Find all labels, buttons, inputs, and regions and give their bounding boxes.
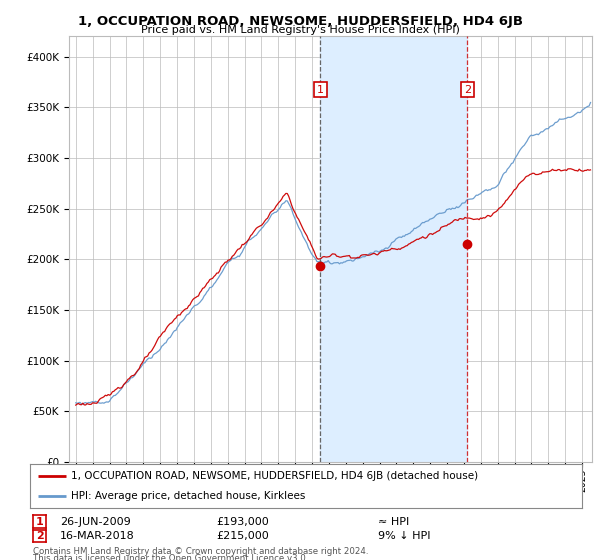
Text: Price paid vs. HM Land Registry's House Price Index (HPI): Price paid vs. HM Land Registry's House … [140,25,460,35]
Text: 1: 1 [36,517,43,526]
Text: 26-JUN-2009: 26-JUN-2009 [60,517,131,526]
Text: 1: 1 [317,85,324,95]
Text: HPI: Average price, detached house, Kirklees: HPI: Average price, detached house, Kirk… [71,491,306,501]
Text: 2: 2 [36,531,43,541]
Text: Contains HM Land Registry data © Crown copyright and database right 2024.: Contains HM Land Registry data © Crown c… [33,547,368,556]
Text: This data is licensed under the Open Government Licence v3.0.: This data is licensed under the Open Gov… [33,554,308,560]
Text: 9% ↓ HPI: 9% ↓ HPI [378,531,431,541]
Bar [320,36,467,462]
Text: 1, OCCUPATION ROAD, NEWSOME, HUDDERSFIELD, HD4 6JB: 1, OCCUPATION ROAD, NEWSOME, HUDDERSFIEL… [77,15,523,27]
Text: 1, OCCUPATION ROAD, NEWSOME, HUDDERSFIELD, HD4 6JB (detached house): 1, OCCUPATION ROAD, NEWSOME, HUDDERSFIEL… [71,471,479,481]
Text: 16-MAR-2018: 16-MAR-2018 [60,531,135,541]
Text: £215,000: £215,000 [216,531,269,541]
Text: £193,000: £193,000 [216,517,269,526]
Text: 2: 2 [464,85,471,95]
Text: ≈ HPI: ≈ HPI [378,517,409,526]
